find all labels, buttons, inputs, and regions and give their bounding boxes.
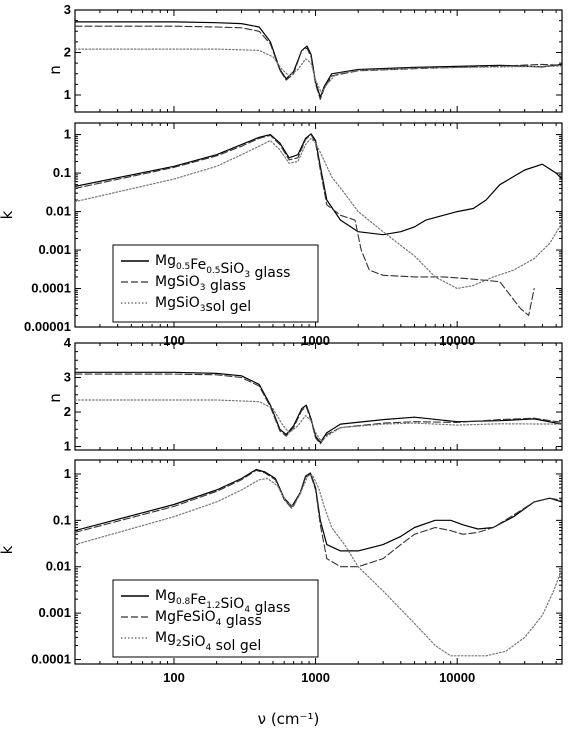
- series-dotted-line: [75, 137, 562, 290]
- legend-entry-label: Mg2SiO4 sol gel: [155, 630, 261, 654]
- y-tick-label: 1: [64, 439, 71, 454]
- legend-entry-label: MgFeSiO4 glass: [155, 609, 262, 629]
- series-dashed-line: [75, 373, 562, 445]
- y-tick-label: 0.01: [46, 559, 71, 574]
- y-tick-label: 0.1: [53, 512, 71, 527]
- legend-entry-label: MgSiO3sol gel: [155, 295, 251, 315]
- panel-p1k: 0.00001 0.0001 0.001 0.01 0.1 1 100 1000 10000 k M…: [0, 122, 563, 348]
- legend-entry-label: MgSiO3 glass: [155, 274, 246, 294]
- y-axis-label: k: [0, 545, 16, 554]
- plot-frame: [74, 342, 563, 451]
- legend-box: [112, 244, 319, 323]
- x-tick-label: 1000: [301, 333, 330, 348]
- x-tick-label: 100: [163, 333, 185, 348]
- legend-entry-label: Mg0.8Fe1.2SiO4 glass: [155, 588, 290, 616]
- plot-frame: [74, 459, 563, 665]
- y-tick-label: 2: [64, 45, 71, 60]
- x-axis-label: ν (cm⁻¹): [258, 710, 320, 728]
- y-tick-label: 0.001: [38, 242, 71, 257]
- y-tick-label: 3: [64, 370, 71, 385]
- series-solid-line: [75, 371, 562, 443]
- series-dashed-line: [75, 25, 562, 100]
- plot-frame: [74, 122, 563, 328]
- y-axis-label: n: [46, 65, 64, 75]
- y-tick-label: 0.00001: [24, 319, 71, 334]
- x-tick-label: 10000: [439, 333, 475, 348]
- y-tick-label: 1: [64, 87, 71, 102]
- y-tick-label: 0.0001: [31, 281, 71, 296]
- y-tick-label: 1: [64, 127, 71, 142]
- panel-p1n: 1 2 3 n: [46, 2, 563, 113]
- y-tick-label: 2: [64, 404, 71, 419]
- y-tick-label: 3: [64, 2, 71, 17]
- y-tick-label: 4: [64, 335, 72, 350]
- x-tick-label: 10000: [439, 670, 475, 685]
- series-dotted-line: [75, 48, 562, 94]
- series-solid-line: [75, 21, 562, 98]
- panel-p2n: 1 2 3 4 n: [46, 335, 563, 454]
- series-solid-line: [75, 468, 562, 552]
- y-axis-label: n: [46, 393, 64, 403]
- plot-frame: [74, 9, 563, 113]
- y-axis-label: k: [0, 210, 16, 219]
- panel-p2k: 0.0001 0.001 0.01 0.1 1 100 1000 10000 k Mg0.8Fe1…: [0, 459, 563, 685]
- series-dotted-line: [75, 399, 562, 442]
- y-tick-label: 0.0001: [31, 652, 71, 667]
- x-tick-label: 1000: [301, 670, 330, 685]
- x-tick-label: 100: [163, 670, 185, 685]
- y-tick-label: 0.1: [53, 165, 71, 180]
- y-tick-label: 1: [64, 466, 71, 481]
- legend-entry-label: Mg0.5Fe0.5SiO3 glass: [155, 253, 290, 281]
- series-dashed-line: [75, 134, 535, 316]
- y-tick-label: 0.001: [38, 605, 71, 620]
- series-dashed-line: [75, 469, 562, 568]
- y-tick-label: 0.01: [46, 204, 71, 219]
- legend-box: [112, 579, 319, 658]
- series-dotted-line: [75, 474, 562, 657]
- series-solid-line: [75, 133, 562, 236]
